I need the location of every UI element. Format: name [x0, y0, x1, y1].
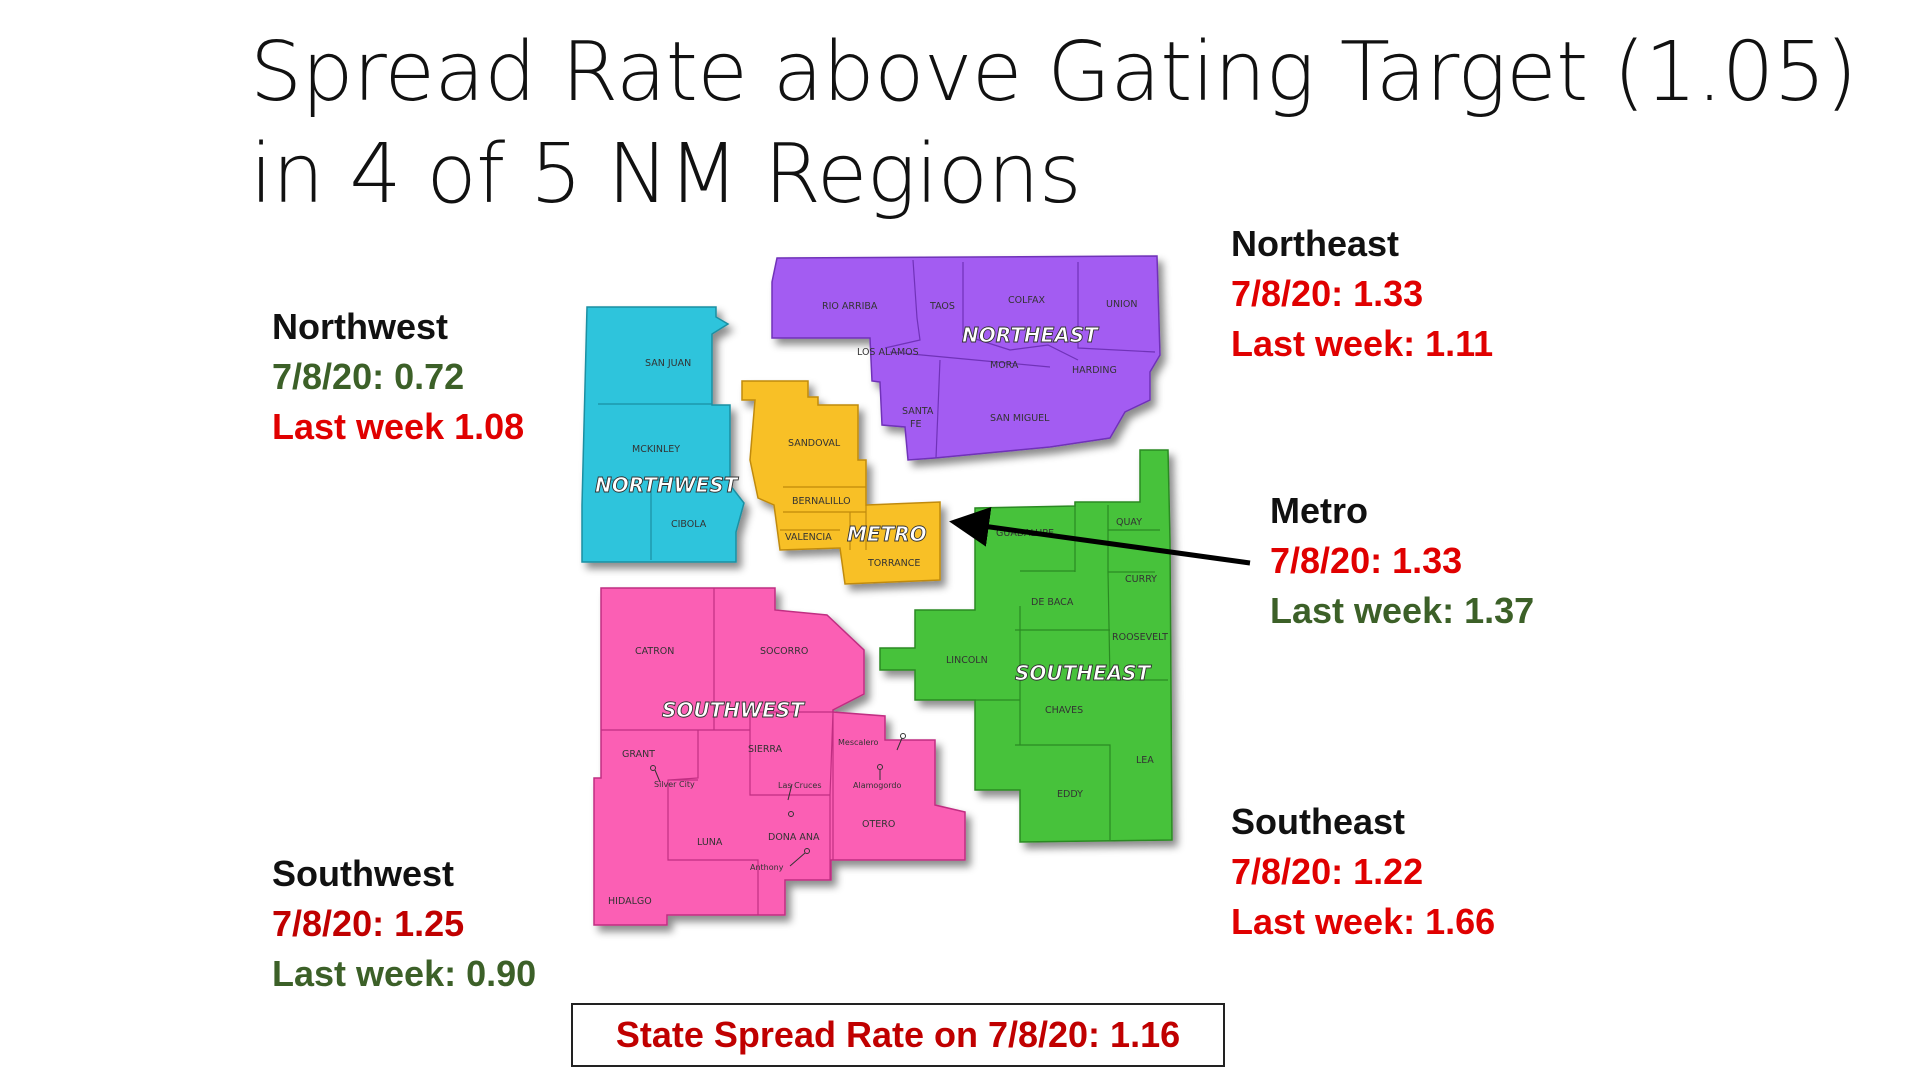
county-label-mora: MORA	[990, 360, 1019, 371]
city-label-anthony: Anthony	[750, 863, 784, 872]
map-label-metro: METRO	[847, 522, 927, 546]
county-label-sandoval: SANDOVAL	[788, 438, 841, 449]
county-label-chaves: CHAVES	[1045, 705, 1083, 716]
county-label-fe: FE	[910, 419, 921, 430]
metro-stats: Metro 7/8/20: 1.33 Last week: 1.37	[1270, 486, 1534, 636]
county-label-dona-ana: DONA ANA	[768, 832, 820, 843]
county-label-grant: GRANT	[622, 749, 655, 760]
metro-last-week: Last week: 1.37	[1270, 590, 1535, 631]
county-label-de-baca: DE BACA	[1031, 597, 1074, 608]
county-label-los-alamos: LOS ALAMOS	[857, 347, 919, 358]
map-label-northwest: NORTHWEST	[595, 473, 739, 497]
county-label-lincoln: LINCOLN	[946, 655, 988, 666]
county-label-hidalgo: HIDALGO	[608, 896, 652, 907]
southwest-name: Southwest	[272, 853, 455, 894]
county-label-cibola: CIBOLA	[671, 519, 707, 530]
southeast-name: Southeast	[1231, 801, 1406, 842]
county-label-rio-arriba: RIO ARRIBA	[822, 301, 878, 312]
northwest-last-week: Last week 1.08	[272, 406, 525, 447]
county-label-quay: QUAY	[1116, 517, 1142, 528]
map-label-southeast: SOUTHEAST	[1015, 661, 1152, 685]
county-label-catron: CATRON	[635, 646, 674, 657]
southwest-current: 7/8/20: 1.25	[272, 903, 465, 944]
county-label-luna: LUNA	[697, 837, 723, 848]
county-label-san-juan: SAN JUAN	[645, 358, 691, 369]
county-label-otero: OTERO	[862, 819, 895, 830]
county-label-taos: TAOS	[929, 301, 955, 312]
city-label-alamogordo: Alamogordo	[853, 781, 901, 790]
northeast-name: Northeast	[1231, 223, 1400, 264]
title-line-2: in 4 of 5 NM Regions	[250, 127, 1082, 222]
county-label-san-miguel: SAN MIGUEL	[990, 413, 1050, 424]
city-label-las-cruces: Las Cruces	[778, 781, 822, 790]
county-label-curry: CURRY	[1125, 574, 1157, 585]
northeast-current: 7/8/20: 1.33	[1231, 273, 1424, 314]
slide-title: Spread Rate above Gating Target (1.05) i…	[250, 22, 1857, 226]
southwest-region	[593, 587, 966, 926]
map-label-southwest: SOUTHWEST	[662, 698, 805, 722]
county-label-sierra: SIERRA	[748, 744, 783, 755]
southeast-region	[879, 449, 1173, 843]
county-label-bernalillo: BERNALILLO	[792, 496, 851, 507]
city-label-silver-city: Silver City	[654, 780, 695, 789]
northwest-region	[581, 306, 745, 563]
city-label-mescalero: Mescalero	[838, 738, 879, 747]
county-label-colfax: COLFAX	[1008, 295, 1045, 306]
county-label-valencia: VALENCIA	[785, 532, 832, 543]
county-label-santa: SANTA	[902, 406, 934, 417]
map-label-northeast: NORTHEAST	[962, 323, 1099, 347]
state-spread-rate-box: State Spread Rate on 7/8/20: 1.16	[571, 1003, 1225, 1067]
southeast-stats: Southeast 7/8/20: 1.22 Last week: 1.66	[1231, 797, 1495, 947]
northwest-stats: Northwest 7/8/20: 0.72 Last week 1.08	[272, 302, 524, 452]
metro-region	[741, 380, 941, 585]
southeast-last-week: Last week: 1.66	[1231, 901, 1496, 942]
state-spread-rate-text: State Spread Rate on 7/8/20: 1.16	[615, 1014, 1181, 1055]
northeast-last-week: Last week: 1.11	[1231, 323, 1494, 364]
metro-current: 7/8/20: 1.33	[1270, 540, 1463, 581]
northwest-name: Northwest	[272, 306, 449, 347]
county-label-torrance: TORRANCE	[867, 558, 920, 569]
metro-name: Metro	[1270, 490, 1368, 531]
county-label-roosevelt: ROOSEVELT	[1112, 632, 1168, 643]
county-label-lea: LEA	[1136, 755, 1154, 766]
southeast-current: 7/8/20: 1.22	[1231, 851, 1424, 892]
county-label-union: UNION	[1106, 299, 1137, 310]
northeast-stats: Northeast 7/8/20: 1.33 Last week: 1.11	[1231, 219, 1493, 369]
southwest-last-week: Last week: 0.90	[272, 953, 537, 994]
county-label-eddy: EDDY	[1057, 789, 1083, 800]
southwest-stats: Southwest 7/8/20: 1.25 Last week: 0.90	[272, 849, 536, 999]
title-line-1: Spread Rate above Gating Target (1.05)	[250, 25, 1857, 120]
city-markers	[650, 733, 906, 867]
metro-arrow	[949, 506, 1251, 566]
northeast-region	[771, 255, 1161, 461]
northwest-current: 7/8/20: 0.72	[272, 356, 465, 397]
county-label-socorro: SOCORRO	[760, 646, 808, 657]
county-label-mckinley: MCKINLEY	[632, 444, 680, 455]
county-label-harding: HARDING	[1072, 365, 1117, 376]
